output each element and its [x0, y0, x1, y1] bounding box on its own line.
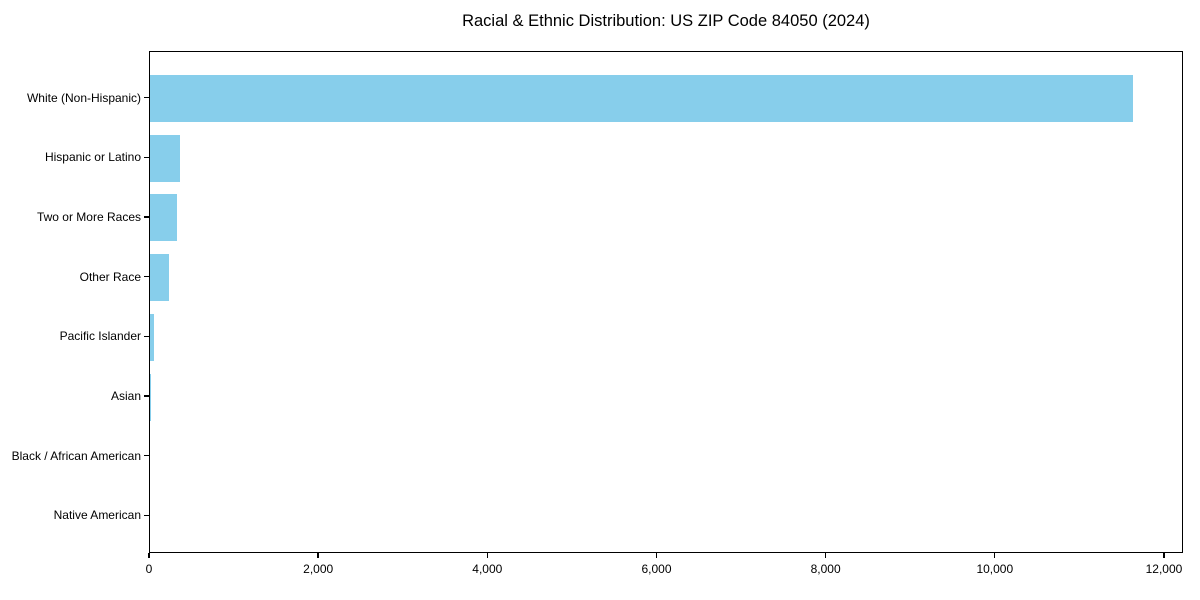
- x-tick-2000: [317, 553, 319, 558]
- chart-title: Racial & Ethnic Distribution: US ZIP Cod…: [462, 12, 870, 30]
- bar-two-or-more-races: [150, 194, 178, 242]
- y-tick-other-race: [144, 275, 149, 278]
- x-tick-8000: [824, 553, 827, 558]
- x-tick-label-10000: 10,000: [976, 562, 1014, 576]
- bar-hispanic-or-latino: [150, 134, 181, 182]
- plot-area: [149, 51, 1183, 553]
- y-tick-hispanic-or-latino: [144, 156, 149, 158]
- x-tick-12000: [1163, 553, 1165, 558]
- y-tick-asian: [144, 395, 149, 397]
- y-label-native-american: Native American: [53, 508, 141, 523]
- y-label-white-non-hispanic: White (Non-Hispanic): [26, 90, 141, 105]
- bar-white-non-hispanic: [150, 75, 1133, 122]
- y-label-other-race: Other Race: [79, 269, 141, 284]
- y-tick-two-or-more-races: [144, 216, 149, 218]
- bar-other-race: [150, 254, 170, 302]
- y-tick-white-non-hispanic: [144, 96, 149, 99]
- y-tick-pacific-islander: [144, 335, 149, 337]
- y-label-hispanic-or-latino: Hispanic or Latino: [44, 150, 141, 165]
- y-label-asian: Asian: [110, 389, 141, 403]
- x-tick-0: [148, 553, 150, 558]
- bar-pacific-islander: [150, 313, 155, 361]
- x-tick-label-12000: 12,000: [1145, 562, 1183, 576]
- x-tick-10000: [994, 553, 996, 558]
- x-tick-label-6000: 6,000: [641, 562, 672, 576]
- y-label-black-african-american: Black / African American: [11, 448, 141, 463]
- x-tick-label-8000: 8,000: [810, 562, 841, 576]
- x-tick-6000: [655, 553, 658, 558]
- x-tick-4000: [486, 553, 488, 558]
- bar-asian: [150, 373, 151, 421]
- y-tick-native-american: [144, 514, 149, 517]
- y-label-pacific-islander: Pacific Islander: [59, 329, 141, 344]
- x-tick-label-0: 0: [145, 562, 153, 576]
- x-tick-label-2000: 2,000: [303, 562, 334, 576]
- x-tick-label-4000: 4,000: [472, 562, 503, 576]
- y-tick-black-african-american: [144, 455, 149, 457]
- y-label-two-or-more-races: Two or More Races: [36, 209, 141, 224]
